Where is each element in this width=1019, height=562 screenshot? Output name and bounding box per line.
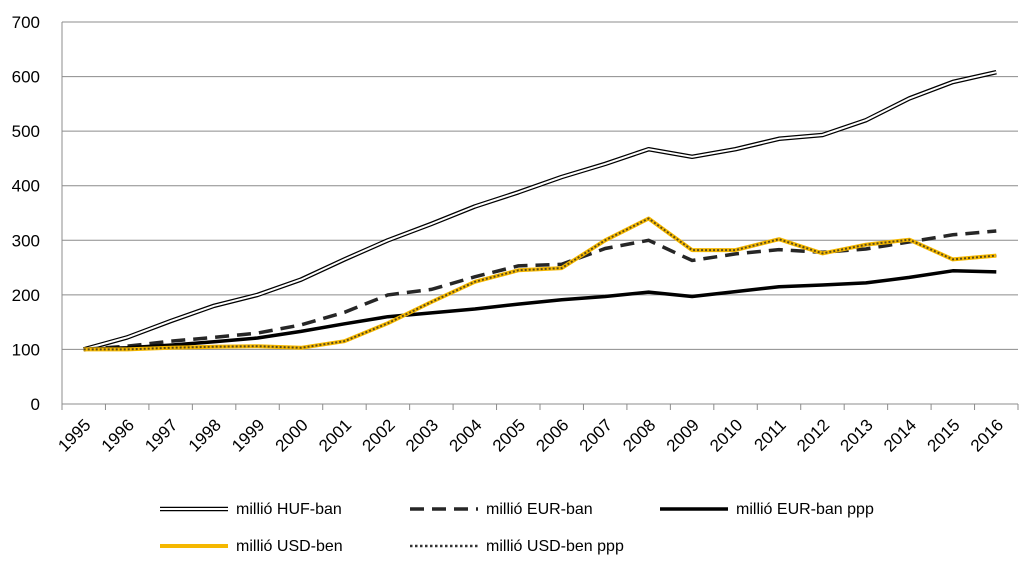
legend-item: millió USD-ben ppp [410, 538, 624, 555]
x-tick-label: 2004 [445, 415, 485, 455]
series-line-huf-outer [83, 70, 997, 352]
x-tick-label: 2013 [837, 415, 877, 455]
y-tick-label: 0 [31, 395, 40, 414]
legend-label: millió HUF-ban [236, 501, 342, 518]
x-tick-label: 2012 [793, 415, 833, 455]
series-line-eur-ppp [83, 269, 997, 352]
x-tick-label: 2002 [359, 415, 399, 455]
legend-item: millió EUR-ban [410, 501, 593, 518]
series-lines [83, 70, 997, 352]
y-tick-label: 100 [12, 340, 40, 359]
legend-item: millió EUR-ban ppp [660, 501, 874, 518]
legend-label: millió USD-ben ppp [486, 538, 624, 555]
x-tick-label: 2001 [315, 415, 355, 455]
y-tick-label: 700 [12, 13, 40, 32]
x-tick-label: 2011 [751, 415, 790, 454]
legend-label: millió USD-ben [236, 538, 343, 555]
x-tick-label: 2005 [489, 415, 529, 455]
x-tick-label: 1997 [141, 415, 181, 455]
x-tick-label: 1999 [228, 415, 268, 455]
legend-label: millió EUR-ban ppp [736, 501, 874, 518]
x-tick-label: 2015 [923, 415, 963, 455]
series-line-usd-ppp [83, 217, 997, 351]
x-tick-label: 2010 [706, 415, 746, 455]
series-line-eur [83, 229, 997, 352]
x-tick-label: 1996 [98, 415, 138, 455]
x-tick-label: 1995 [54, 415, 94, 455]
y-tick-label: 500 [12, 122, 40, 141]
x-tick-label: 2000 [272, 415, 312, 455]
x-tick-label: 2014 [880, 415, 920, 455]
x-tick-label: 2009 [663, 415, 703, 455]
x-tick-label: 1998 [185, 415, 225, 455]
legend-item: millió USD-ben [160, 538, 343, 555]
y-tick-label: 300 [12, 231, 40, 250]
x-tick-label: 2007 [576, 415, 616, 455]
legend-label: millió EUR-ban [486, 501, 593, 518]
series-line-huf-inner [83, 71, 997, 351]
y-tick-label: 400 [12, 177, 40, 196]
x-axis: 1995 1996 1997 1998 1999 2000 2001 2002 2003 2004… [54, 404, 1019, 456]
y-axis: 0 100 200 300 400 500 600 700 [12, 13, 63, 414]
legend-item: millió HUF-ban [160, 501, 342, 518]
x-tick-label: 2003 [402, 415, 442, 455]
y-tick-label: 200 [12, 286, 40, 305]
y-tick-label: 600 [12, 68, 40, 87]
x-tick-label: 2008 [619, 415, 659, 455]
x-tick-label: 2016 [967, 415, 1007, 455]
x-tick-label: 2006 [532, 415, 572, 455]
legend: millió HUF-ban millió EUR-ban millió EUR-b… [160, 501, 874, 555]
